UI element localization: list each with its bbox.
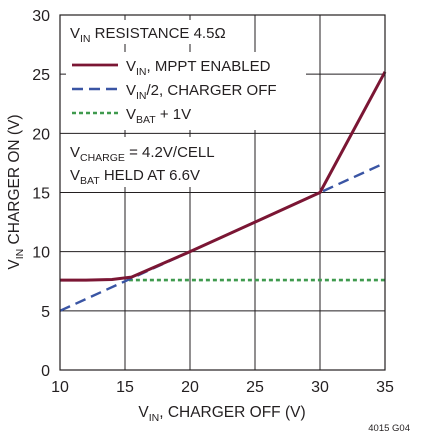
legend-label-mppt: VIN, MPPT ENABLED [126,58,271,78]
annotation-charge-voltage: VCHARGE = 4.2V/CELL [70,144,215,164]
figure-id: 4015 G04 [368,423,410,434]
x-tick-label-30: 30 [311,379,329,396]
series-layer [59,71,387,312]
y-tick-label-25: 25 [32,67,50,84]
x-tick-label-35: 35 [376,379,394,396]
annotation-conditions: VCHARGE = 4.2V/CELL VBAT HELD AT 6.6V [66,137,231,187]
annotation-input-resistance: VIN RESISTANCE 4.5Ω [66,20,246,45]
x-tick-label-15: 15 [116,379,134,396]
x-tick-label-25: 25 [246,379,264,396]
legend: VIN, MPPT ENABLED VIN/2, CHARGER OFF VBA… [66,52,306,130]
x-axis-title: VIN, CHARGER OFF (V) [138,404,305,424]
annotation-battery-held: VBAT HELD AT 6.6V [70,167,200,187]
plot-frame [59,14,386,371]
y-tick-label-0: 0 [41,363,50,380]
y-tick-label-20: 20 [32,126,50,143]
y-tick-label-10: 10 [32,245,50,262]
x-tick-label-20: 20 [181,379,199,396]
series-vin-mppt-line [60,71,387,282]
tick-labels: 10 15 20 25 30 35 0 5 10 15 20 25 30 [32,8,394,396]
legend-label-half-vin: VIN/2, CHARGER OFF [126,82,277,102]
y-tick-label-15: 15 [32,186,50,203]
y-tick-label-30: 30 [32,8,50,25]
annotation-conditions-background [66,137,231,187]
y-tick-label-5: 5 [41,304,50,321]
legend-label-vbat: VBAT + 1V [126,106,191,126]
x-tick-label-10: 10 [51,379,69,396]
y-axis-title: VIN CHARGER ON (V) [6,114,26,269]
legend-item-vbat: VBAT + 1V [72,106,191,126]
annotation-input-resistance-text: VIN RESISTANCE 4.5Ω [70,25,226,45]
legend-item-mppt: VIN, MPPT ENABLED [72,58,271,78]
annotation-background [66,20,246,44]
legend-item-half-vin: VIN/2, CHARGER OFF [72,82,277,102]
